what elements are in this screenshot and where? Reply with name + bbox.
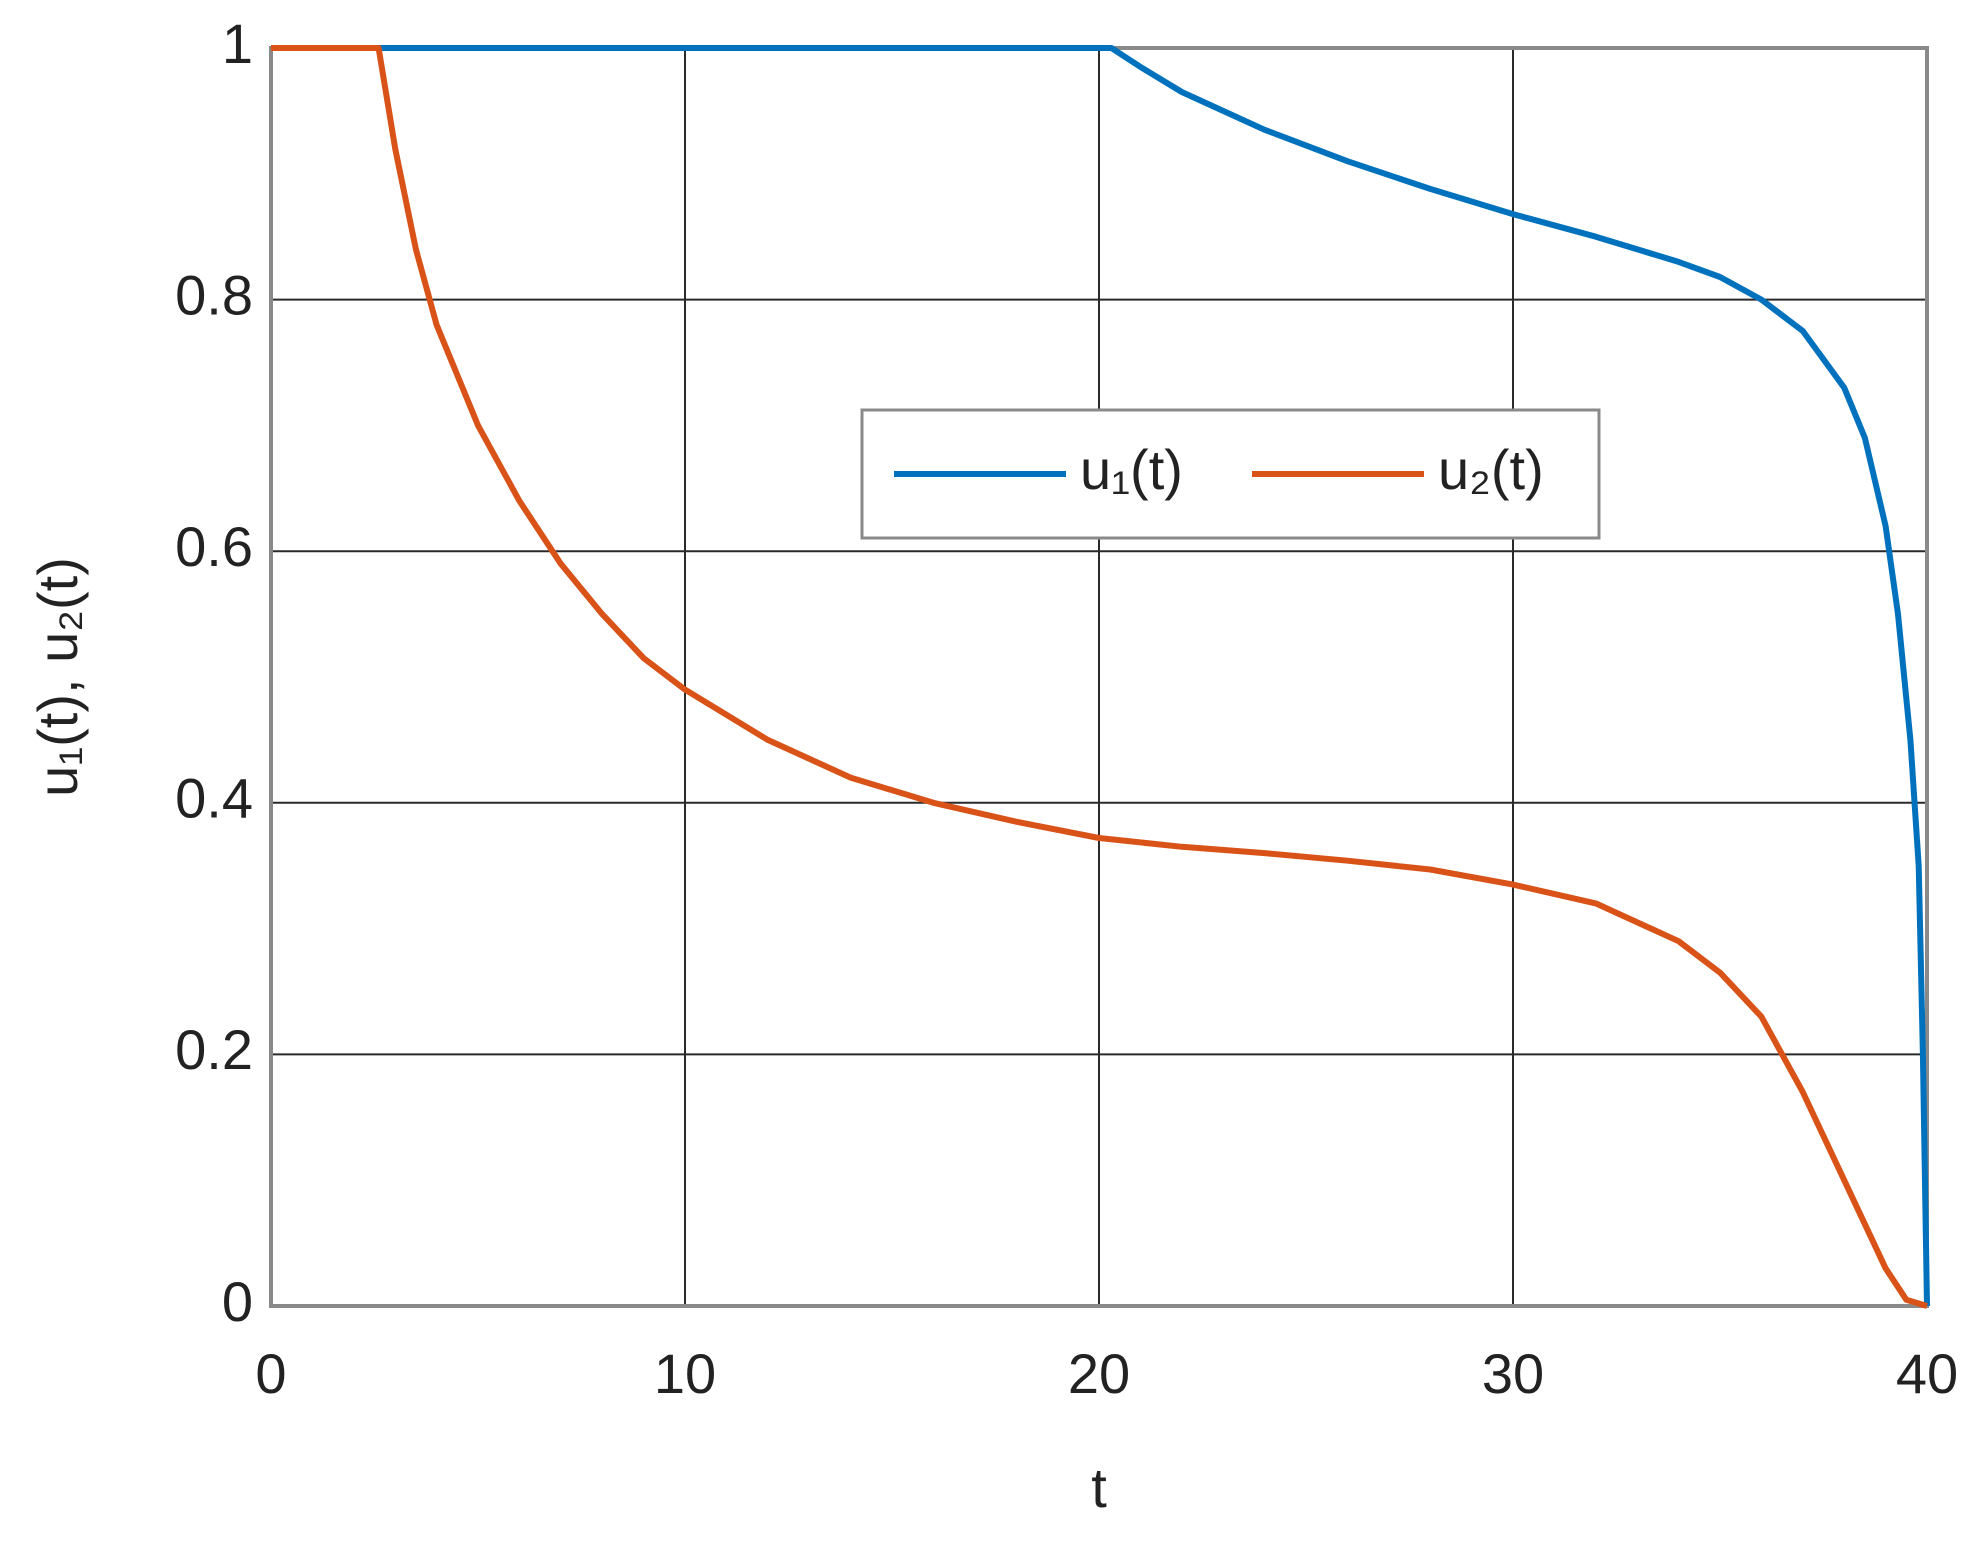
legend-label: u₁(t) [1080,438,1183,501]
x-tick-label: 0 [255,1342,286,1405]
y-tick-label: 1 [222,12,253,75]
legend-label: u₂(t) [1438,438,1544,501]
series-line [271,45,1930,1307]
x-axis-label: t [1091,1456,1107,1519]
series-line [271,45,1928,1309]
x-tick-label: 30 [1482,1342,1544,1405]
y-tick-label: 0.8 [175,263,253,326]
y-tick-label: 0 [222,1270,253,1333]
y-tick-label: 0.2 [175,1018,253,1081]
y-axis-label: u₁(t), u₂(t) [26,557,89,797]
y-tick-label: 0.6 [175,515,253,578]
legend: u₁(t) u₂(t) [860,408,1601,540]
x-tick-label: 20 [1068,1342,1130,1405]
y-tick-label: 0.4 [175,767,253,830]
x-tick-label: 40 [1896,1342,1958,1405]
x-tick-label: 10 [654,1342,716,1405]
